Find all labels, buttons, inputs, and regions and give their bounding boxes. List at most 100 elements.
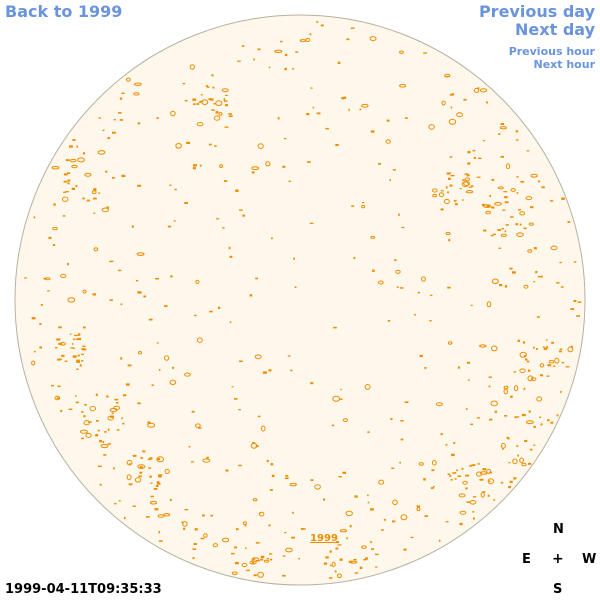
contour-speck [334,570,337,573]
contour-speck [492,233,496,235]
contour-speck [121,92,125,94]
contour-speck [97,150,106,155]
contour-speck [314,484,321,490]
observation-timestamp: 1999-04-11T09:35:33 [5,582,162,597]
contour-speck [521,414,526,417]
contour-speck [63,173,68,176]
contour-speck [83,415,86,418]
contour-speck [72,355,77,358]
contour-speck [251,561,255,564]
contour-speck [337,544,342,546]
previous-day-link[interactable]: Previous day [478,2,595,21]
contour-speck [367,501,370,504]
contour-speck [455,469,458,472]
contour-speck [359,566,363,569]
compass-center-cross: + [552,551,564,567]
contour-speck [251,557,260,562]
contour-speck [70,347,74,349]
contour-speck [470,304,473,307]
contour-speck [467,379,470,381]
contour-speck [138,475,142,478]
contour-speck [252,557,256,560]
contour-speck [100,443,109,449]
contour-speck [134,82,142,87]
contour-speck [132,454,137,457]
contour-speck [218,306,221,309]
contour-speck [128,463,131,465]
contour-speck [367,431,370,433]
contour-speck [519,211,526,216]
contour-speck [65,159,70,162]
contour-speck [193,103,196,106]
compass-west: W [582,552,597,567]
contour-speck [451,453,455,457]
contour-speck [447,286,451,289]
contour-speck [64,360,68,362]
contour-speck [33,216,36,219]
contour-speck [222,227,225,229]
contour-speck [148,318,153,321]
contour-speck [538,180,541,183]
previous-hour-link[interactable]: Previous hour [508,45,595,58]
contour-speck [448,341,453,345]
contour-speck [490,234,494,237]
contour-speck [223,100,228,102]
compass-north: N [553,522,564,537]
contour-speck [539,416,542,418]
contour-speck [491,206,495,209]
contour-speck [60,273,67,278]
contour-speck [63,191,67,193]
contour-speck [239,360,243,362]
contour-speck [98,117,101,119]
contour-speck [76,145,78,148]
contour-speck [121,174,126,177]
contour-speck [193,543,197,545]
back-to-year-link[interactable]: Back to 1999 [5,2,123,21]
contour-speck [337,61,341,64]
contour-speck [223,98,226,101]
contour-speck [251,166,260,171]
contour-speck [164,468,170,474]
contour-speck [174,188,177,191]
contour-speck [527,462,532,465]
contour-speck [445,444,448,446]
contour-speck [527,369,531,372]
contour-speck [448,238,451,242]
contour-speck [225,94,228,96]
contour-speck [487,478,494,485]
contour-speck [488,385,491,388]
contour-speck [348,560,353,563]
contour-speck [229,321,232,324]
contour-speck [530,206,534,209]
contour-speck [346,537,348,540]
contour-speck [375,566,378,568]
next-day-link[interactable]: Next day [515,20,595,39]
contour-speck [456,112,464,118]
contour-speck [310,479,314,481]
contour-speck [533,247,537,250]
contour-speck [516,445,519,447]
contour-speck [57,358,61,361]
contour-speck [523,387,526,390]
year-label[interactable]: 1999 [310,533,338,544]
contour-speck [461,199,464,201]
contour-speck [294,286,297,289]
contour-speck [512,458,518,465]
contour-speck [194,528,198,531]
contour-speck [481,203,485,206]
contour-speck [462,179,465,181]
contour-speck [40,304,43,306]
next-hour-link[interactable]: Next hour [533,58,596,71]
contour-speck [223,180,228,182]
contour-speck [81,348,85,351]
contour-speck [497,229,501,231]
contour-speck [501,448,504,450]
contour-speck [228,246,231,250]
contour-speck [329,577,333,579]
contour-speck [241,45,245,47]
contour-speck [139,471,143,474]
contour-speck [550,421,554,424]
contour-speck [560,286,564,288]
contour-speck [516,192,519,194]
